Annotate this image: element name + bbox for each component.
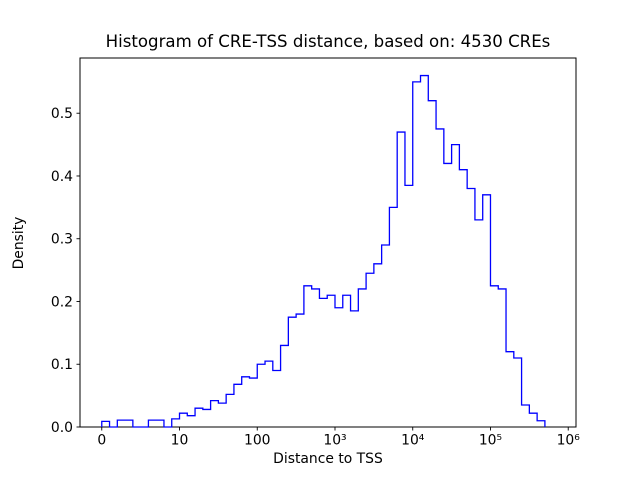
axes-spines xyxy=(79,57,577,428)
x-tick-label: 10 xyxy=(171,433,189,449)
y-axis-label: Density xyxy=(11,217,27,270)
x-tick-label: 100 xyxy=(244,433,271,449)
histogram-step-line xyxy=(101,74,546,428)
y-tick-label: 0.4 xyxy=(51,169,73,185)
x-tick-label: 10⁵ xyxy=(479,433,502,449)
y-tick-label: 0.2 xyxy=(51,294,73,310)
y-tick-label: 0.3 xyxy=(51,232,73,248)
x-tick-label: 10⁴ xyxy=(401,433,425,449)
y-tick-label: 0.5 xyxy=(51,106,73,122)
x-tick-label: 10³ xyxy=(323,433,346,449)
y-tick-label: 0.0 xyxy=(51,420,73,436)
x-tick-label: 10⁶ xyxy=(557,433,581,449)
x-tick-label: 0 xyxy=(97,433,106,449)
plot-area: 0 10 100 10³ 10⁴ 10⁵ 10⁶ 0.0 0.1 0.2 0.3 0.4 0.5 xyxy=(51,57,581,449)
chart-title: Histogram of CRE-TSS distance, based on:… xyxy=(106,32,551,51)
y-tick-label: 0.1 xyxy=(51,357,73,373)
x-axis-label: Distance to TSS xyxy=(273,451,383,467)
